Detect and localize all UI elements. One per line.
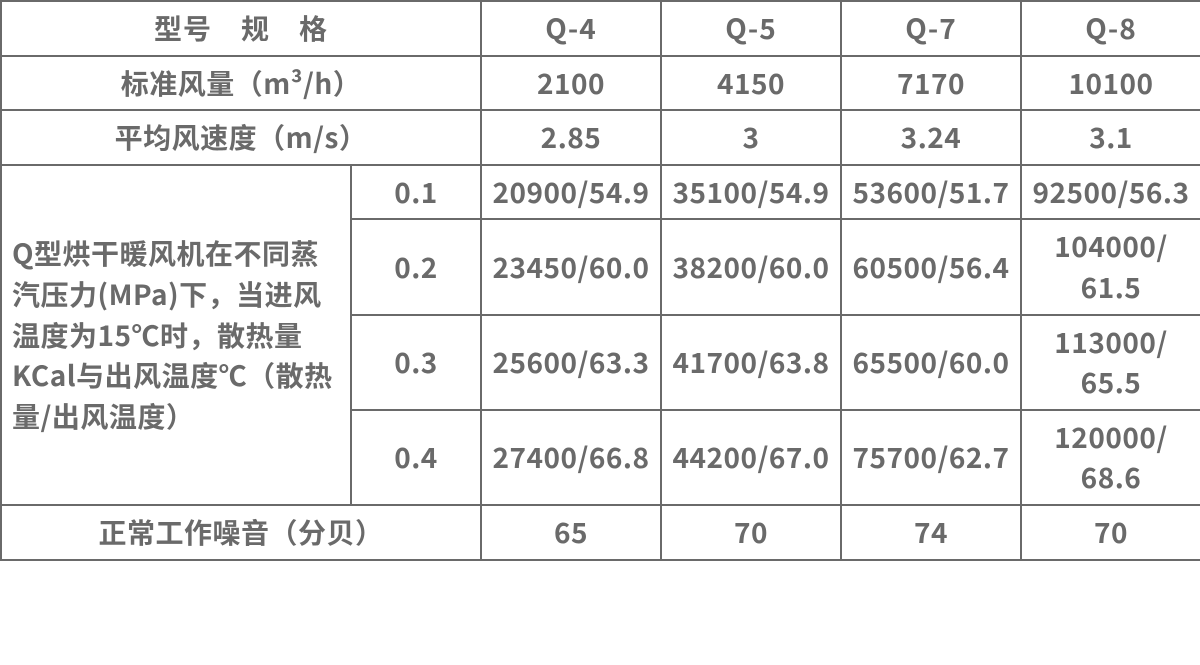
airflow-q5: 4150 xyxy=(661,56,841,111)
windspeed-row: 平均风速度（m/s） 2.85 3 3.24 3.1 xyxy=(1,110,1200,165)
model-q5: Q-5 xyxy=(661,1,841,56)
pressure-0: 0.1 xyxy=(351,165,481,220)
noise-q8: 70 xyxy=(1021,505,1200,560)
windspeed-q4: 2.85 xyxy=(481,110,661,165)
windspeed-q5: 3 xyxy=(661,110,841,165)
airflow-q8: 10100 xyxy=(1021,56,1200,111)
pressure-3: 0.4 xyxy=(351,410,481,505)
airflow-row: 标准风量（m³/h） 2100 4150 7170 10100 xyxy=(1,56,1200,111)
model-q8: Q-8 xyxy=(1021,1,1200,56)
p2-q7: 65500/60.0 xyxy=(841,315,1021,410)
p3-q5: 44200/67.0 xyxy=(661,410,841,505)
p3-q7: 75700/62.7 xyxy=(841,410,1021,505)
noise-q5: 70 xyxy=(661,505,841,560)
p1-q5: 38200/60.0 xyxy=(661,219,841,314)
p1-q8: 104000/61.5 xyxy=(1021,219,1200,314)
pressure-row-0: Q型烘干暖风机在不同蒸汽压力(MPa)下，当进风温度为15℃时，散热量KCal与… xyxy=(1,165,1200,220)
p1-q7: 60500/56.4 xyxy=(841,219,1021,314)
model-q4: Q-4 xyxy=(481,1,661,56)
noise-row: 正常工作噪音（分贝） 65 70 74 70 xyxy=(1,505,1200,560)
noise-label: 正常工作噪音（分贝） xyxy=(1,505,481,560)
noise-q7: 74 xyxy=(841,505,1021,560)
airflow-q7: 7170 xyxy=(841,56,1021,111)
model-q7: Q-7 xyxy=(841,1,1021,56)
pressure-section-label: Q型烘干暖风机在不同蒸汽压力(MPa)下，当进风温度为15℃时，散热量KCal与… xyxy=(1,165,351,505)
spec-header: 型号 规 格 xyxy=(1,1,481,56)
p0-q8: 92500/56.3 xyxy=(1021,165,1200,220)
noise-q4: 65 xyxy=(481,505,661,560)
p2-q5: 41700/63.8 xyxy=(661,315,841,410)
pressure-1: 0.2 xyxy=(351,219,481,314)
p2-q4: 25600/63.3 xyxy=(481,315,661,410)
p0-q7: 53600/51.7 xyxy=(841,165,1021,220)
airflow-label: 标准风量（m³/h） xyxy=(1,56,481,111)
header-row: 型号 规 格 Q-4 Q-5 Q-7 Q-8 xyxy=(1,1,1200,56)
airflow-q4: 2100 xyxy=(481,56,661,111)
windspeed-label: 平均风速度（m/s） xyxy=(1,110,481,165)
windspeed-q8: 3.1 xyxy=(1021,110,1200,165)
p2-q8: 113000/65.5 xyxy=(1021,315,1200,410)
spec-table: 型号 规 格 Q-4 Q-5 Q-7 Q-8 标准风量（m³/h） 2100 4… xyxy=(0,0,1200,561)
p3-q4: 27400/66.8 xyxy=(481,410,661,505)
pressure-2: 0.3 xyxy=(351,315,481,410)
p0-q5: 35100/54.9 xyxy=(661,165,841,220)
p1-q4: 23450/60.0 xyxy=(481,219,661,314)
table-container: 型号 规 格 Q-4 Q-5 Q-7 Q-8 标准风量（m³/h） 2100 4… xyxy=(0,0,1200,561)
p3-q8: 120000/68.6 xyxy=(1021,410,1200,505)
p0-q4: 20900/54.9 xyxy=(481,165,661,220)
windspeed-q7: 3.24 xyxy=(841,110,1021,165)
